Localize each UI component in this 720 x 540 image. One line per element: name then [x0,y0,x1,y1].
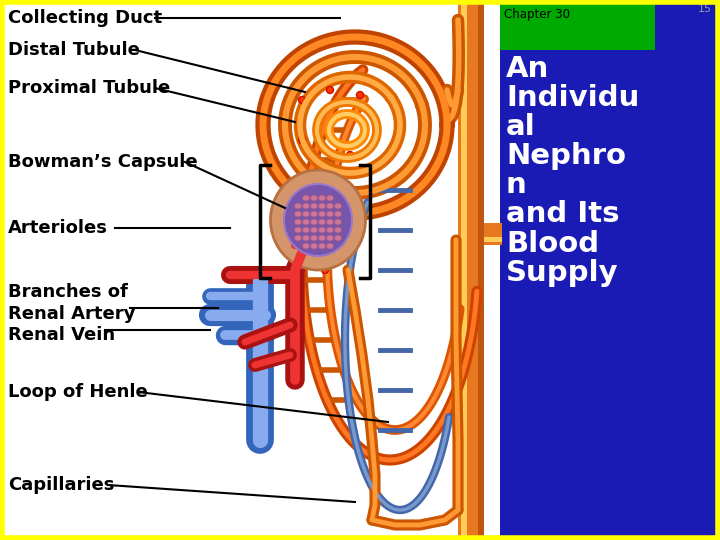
Circle shape [346,152,354,159]
Text: Collecting Duct: Collecting Duct [8,9,162,27]
Ellipse shape [335,203,341,209]
Ellipse shape [294,235,302,241]
Circle shape [305,221,312,228]
Bar [500,0,655,50]
Ellipse shape [310,243,318,249]
Circle shape [322,267,328,273]
Ellipse shape [294,211,302,217]
Ellipse shape [318,219,325,225]
Text: Proximal Tubule: Proximal Tubule [8,79,170,97]
Ellipse shape [302,203,310,209]
Circle shape [305,181,312,188]
Ellipse shape [294,219,302,225]
Ellipse shape [302,211,310,217]
Ellipse shape [335,219,341,225]
Text: 15: 15 [698,4,712,14]
Circle shape [326,86,333,93]
Text: Chapter 30: Chapter 30 [504,8,570,21]
Ellipse shape [302,243,310,249]
Ellipse shape [302,235,310,241]
Ellipse shape [318,211,325,217]
Ellipse shape [284,184,352,256]
Ellipse shape [335,211,341,217]
Ellipse shape [302,195,310,201]
Text: Capillaries: Capillaries [8,476,114,494]
Bar [484,237,502,242]
Ellipse shape [318,227,325,233]
Bar [484,223,502,245]
Ellipse shape [326,243,333,249]
Ellipse shape [294,227,302,233]
Text: Arterioles: Arterioles [8,219,108,237]
Text: Distal Tubule: Distal Tubule [8,41,140,59]
Circle shape [331,186,338,193]
Ellipse shape [310,227,318,233]
Circle shape [304,261,310,268]
Circle shape [299,137,305,144]
Circle shape [326,226,333,233]
Ellipse shape [326,195,333,201]
Ellipse shape [318,243,325,249]
Text: Branches of: Branches of [8,283,128,301]
Text: Bowman’s Capsule: Bowman’s Capsule [8,153,197,171]
Ellipse shape [326,211,333,217]
Ellipse shape [318,195,325,201]
Ellipse shape [326,219,333,225]
Ellipse shape [302,219,310,225]
Circle shape [299,97,305,104]
Bar [458,0,484,540]
Circle shape [356,91,364,98]
Ellipse shape [326,235,333,241]
Ellipse shape [310,235,318,241]
Ellipse shape [310,203,318,209]
Ellipse shape [310,195,318,201]
Bar [500,0,720,540]
Bar [461,0,467,540]
Text: Loop of Henle: Loop of Henle [8,383,148,401]
Text: An
Individu
al
Nephro
n
and Its
Blood
Supply: An Individu al Nephro n and Its Blood Su… [506,55,639,287]
Ellipse shape [310,211,318,217]
Text: Renal Artery: Renal Artery [8,305,135,323]
Ellipse shape [318,203,325,209]
Ellipse shape [335,227,341,233]
Ellipse shape [310,219,318,225]
Ellipse shape [271,170,366,270]
Bar [478,0,484,540]
Ellipse shape [326,227,333,233]
Ellipse shape [326,203,333,209]
Ellipse shape [302,227,310,233]
Text: Renal Vein: Renal Vein [8,326,115,344]
Ellipse shape [318,235,325,241]
Ellipse shape [335,235,341,241]
Circle shape [322,146,328,153]
Ellipse shape [294,203,302,209]
